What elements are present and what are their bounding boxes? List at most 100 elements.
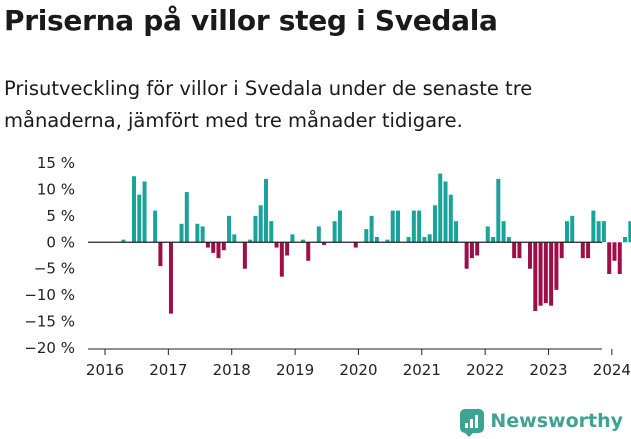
bar xyxy=(369,215,374,243)
bar xyxy=(485,226,490,243)
bar xyxy=(601,221,606,243)
bar xyxy=(580,242,585,259)
bar xyxy=(290,234,295,243)
bar xyxy=(300,239,305,243)
bar xyxy=(538,242,543,306)
bar xyxy=(132,176,136,243)
bar xyxy=(137,194,142,243)
x-tick-label: 2020 xyxy=(339,361,377,379)
bar xyxy=(385,239,390,243)
bar xyxy=(623,237,628,243)
bar xyxy=(454,221,459,243)
bar xyxy=(232,234,237,243)
x-tick-label: 2023 xyxy=(529,361,567,379)
bars xyxy=(121,173,631,314)
bar xyxy=(248,239,253,243)
x-tick-label: 2022 xyxy=(466,361,504,379)
bar xyxy=(628,221,631,243)
bar xyxy=(242,242,247,269)
bar xyxy=(184,192,189,243)
bar xyxy=(274,242,279,248)
bar xyxy=(469,242,474,259)
bar xyxy=(195,223,200,243)
bar xyxy=(528,242,532,269)
bar xyxy=(596,221,601,243)
bar xyxy=(364,229,369,243)
bar xyxy=(506,237,511,243)
bar xyxy=(607,242,612,274)
bar xyxy=(427,234,432,243)
bar xyxy=(221,242,226,251)
bar xyxy=(205,242,210,248)
bar xyxy=(406,237,411,243)
bar xyxy=(512,242,517,259)
y-tick-label: −15 % xyxy=(24,313,75,331)
x-tick-label: 2017 xyxy=(149,361,187,379)
logo-text: Newsworthy xyxy=(490,410,623,432)
bar xyxy=(564,221,569,243)
bar xyxy=(374,237,379,243)
bar xyxy=(422,237,427,243)
bar xyxy=(158,242,163,267)
bar xyxy=(411,210,416,243)
bar xyxy=(390,210,395,243)
bar xyxy=(443,181,448,243)
bar xyxy=(200,226,205,243)
bar xyxy=(332,221,337,243)
bar xyxy=(337,210,342,243)
y-tick-label: −20 % xyxy=(24,339,75,357)
bar xyxy=(121,239,126,243)
bar xyxy=(464,242,469,269)
bar xyxy=(269,221,274,243)
x-tick-label: 2016 xyxy=(86,361,124,379)
bar xyxy=(549,242,554,306)
bar xyxy=(216,242,221,259)
bar xyxy=(612,242,617,261)
bar xyxy=(438,173,443,243)
bar xyxy=(475,242,480,256)
bar xyxy=(353,242,358,248)
bar xyxy=(142,181,147,243)
bar xyxy=(496,178,501,243)
bar xyxy=(306,242,311,261)
x-tick-label: 2021 xyxy=(403,361,441,379)
bar xyxy=(533,242,538,311)
y-tick-label: −10 % xyxy=(24,286,75,304)
x-tick-label: 2018 xyxy=(213,361,251,379)
chart-subtitle: Prisutveckling för villor i Svedala unde… xyxy=(4,77,533,132)
chart-title: Priserna på villor steg i Svedala xyxy=(4,4,498,37)
bar xyxy=(396,210,400,243)
bar xyxy=(570,215,575,243)
bar xyxy=(279,242,284,277)
bar xyxy=(554,242,559,290)
bar xyxy=(417,210,422,243)
bar xyxy=(543,242,548,304)
bar xyxy=(501,221,506,243)
bar xyxy=(586,242,591,259)
bar xyxy=(591,210,596,243)
y-tick-label: −5 % xyxy=(34,260,75,278)
bar xyxy=(559,242,564,259)
y-tick-label: 5 % xyxy=(46,207,75,225)
y-tick-label: 0 % xyxy=(46,233,75,251)
bar xyxy=(227,215,232,243)
bar xyxy=(253,215,258,243)
bar xyxy=(285,242,290,256)
x-tick-label: 2019 xyxy=(276,361,314,379)
newsworthy-logo-icon xyxy=(460,409,485,437)
bar-chart: 15 % 10 % 5 % 0 % −5 % −10 % −15 % −20 % 2016 201… xyxy=(24,154,631,379)
bar xyxy=(617,242,622,274)
newsworthy-logo: Newsworthy xyxy=(460,409,623,437)
bar xyxy=(432,205,437,243)
bar xyxy=(168,242,173,314)
bar xyxy=(517,242,522,259)
x-tick-label: 2024 xyxy=(593,361,631,379)
bar xyxy=(448,194,453,243)
bar xyxy=(264,178,268,243)
bar xyxy=(316,226,321,243)
bar xyxy=(322,242,327,245)
bar xyxy=(491,237,496,243)
y-tick-label: 15 % xyxy=(37,154,75,172)
y-tick-label: 10 % xyxy=(37,180,75,198)
bar xyxy=(258,205,263,243)
